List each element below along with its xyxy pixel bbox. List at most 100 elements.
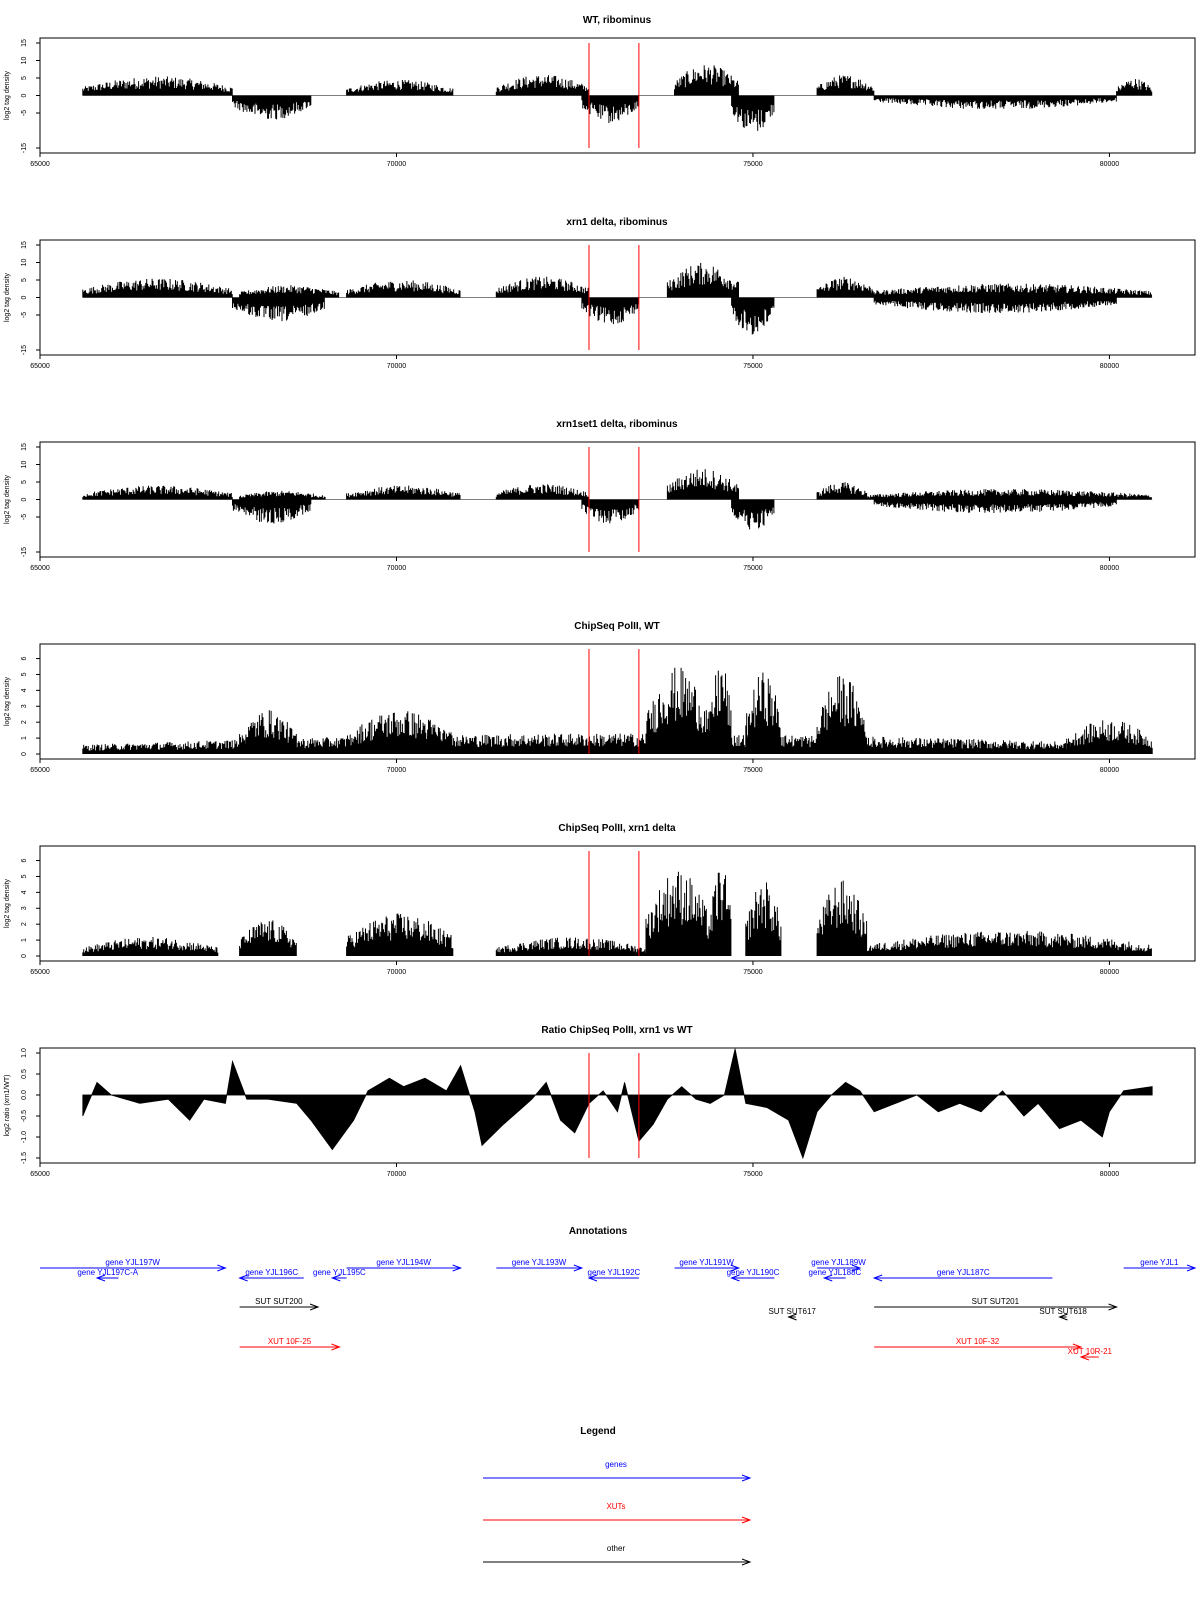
- feature-arrowhead: [872, 1274, 883, 1282]
- signal-bars: [666, 262, 739, 298]
- signal-bars: [346, 485, 461, 500]
- legend-arrowhead: [741, 1558, 752, 1566]
- feature-arrowhead: [330, 1274, 341, 1282]
- feature-arrowhead: [1072, 1343, 1083, 1351]
- signal-bars: [82, 485, 233, 500]
- signal-segment: [581, 499, 640, 524]
- y-tick-label: -15: [21, 547, 28, 557]
- signal-segment: [866, 283, 1152, 298]
- y-tick-label: -1.5: [21, 1152, 28, 1164]
- y-tick-label: 0: [21, 93, 28, 97]
- signal-segment: [495, 484, 589, 500]
- feature-label: SUT SUT201: [972, 1297, 1020, 1306]
- feature-label: gene YJL195C: [313, 1268, 366, 1277]
- annotation-feature: SUT SUT200: [239, 1297, 320, 1311]
- x-tick-label: 65000: [30, 767, 50, 774]
- signal-segment: [346, 80, 454, 96]
- y-axis-label: log2 tag density: [4, 474, 11, 524]
- feature-label: gene YJL197W: [105, 1258, 160, 1267]
- feature-label: gene YJL187C: [937, 1268, 990, 1277]
- panel-title: WT, ribominus: [583, 15, 652, 26]
- annotation-feature: gene YJL192C: [587, 1268, 641, 1282]
- y-tick-label: 10: [21, 461, 28, 469]
- signal-bars: [645, 871, 711, 956]
- y-tick-label: -5: [21, 110, 28, 116]
- y-tick-label: 0: [21, 295, 28, 299]
- legend-label: XUTs: [606, 1502, 625, 1511]
- signal-segment: [866, 489, 1152, 500]
- signal-segment: [495, 75, 589, 96]
- signal-bars: [816, 482, 868, 500]
- annotation-feature: XUT 10R-21: [1068, 1347, 1113, 1361]
- signal-bars: [581, 297, 640, 325]
- signal-segment: [82, 937, 219, 956]
- y-tick-label: 0.0: [21, 1090, 28, 1100]
- signal-segment: [816, 880, 868, 956]
- signal-segment: [709, 872, 732, 956]
- x-tick-label: 80000: [1100, 161, 1120, 168]
- signal-segment: [232, 95, 312, 120]
- track-panel: ChipSeq PolII, xrn1 delta log2 tag densit…: [4, 823, 1196, 976]
- x-tick-label: 70000: [387, 565, 407, 572]
- y-axis-label: log2 tag density: [4, 70, 11, 120]
- annotation-feature: SUT SUT618: [1039, 1307, 1087, 1321]
- signal-bars: [666, 469, 739, 500]
- y-tick-label: 2: [21, 922, 28, 926]
- signal-segment: [709, 670, 732, 754]
- signal-segment: [82, 485, 233, 500]
- annotation-feature: gene YJL1: [1123, 1258, 1197, 1272]
- y-tick-label: 15: [21, 39, 28, 47]
- x-tick-label: 80000: [1100, 767, 1120, 774]
- feature-arrowhead: [851, 1264, 862, 1272]
- y-tick-label: 15: [21, 443, 28, 451]
- feature-arrowhead: [217, 1264, 227, 1272]
- signal-segment: [873, 95, 1117, 109]
- y-axis-label: log2 tag density: [4, 272, 11, 322]
- signal-bars: [239, 490, 326, 500]
- signal-bars: [873, 499, 1117, 513]
- signal-segment: [731, 499, 775, 530]
- signal-bars: [232, 297, 325, 322]
- y-tick-label: 6: [21, 858, 28, 862]
- y-tick-label: 1.0: [21, 1048, 28, 1058]
- signal-segment: [816, 676, 868, 754]
- feature-arrowhead: [822, 1274, 833, 1282]
- panel-title: xrn1set1 delta, ribominus: [556, 419, 678, 430]
- signal-segment: [232, 297, 325, 322]
- x-tick-label: 75000: [743, 969, 763, 976]
- feature-label: SUT SUT617: [768, 1307, 816, 1316]
- signal-segment: [731, 297, 775, 335]
- x-tick-label: 75000: [743, 1171, 763, 1178]
- feature-label: gene YJL194W: [376, 1258, 431, 1267]
- annotation-feature: gene YJL197C-A: [77, 1268, 139, 1282]
- feature-label: XUT 10F-32: [956, 1337, 1000, 1346]
- signal-bars: [873, 297, 1117, 313]
- feature-label: gene YJL192C: [588, 1268, 641, 1277]
- x-tick-label: 65000: [30, 161, 50, 168]
- feature-arrowhead: [1079, 1353, 1090, 1361]
- y-tick-label: 5: [21, 672, 28, 676]
- signal-bars: [581, 95, 640, 123]
- y-tick-label: 0: [21, 752, 28, 756]
- track-panel: WT, ribominus log2 tag density -15 -5 0 5 10 15…: [4, 15, 1196, 168]
- signal-bars: [866, 489, 1152, 500]
- signal-bars: [232, 499, 312, 524]
- signal-segment: [346, 280, 461, 298]
- legend-item: XUTs: [483, 1502, 752, 1524]
- track-panel: Ratio ChipSeq PolII, xrn1 vs WT log2 rati…: [4, 1025, 1196, 1178]
- signal-bars: [873, 95, 1117, 109]
- y-tick-label: 5: [21, 874, 28, 878]
- signal-bars: [495, 484, 589, 500]
- x-tick-label: 75000: [743, 363, 763, 370]
- annotation-feature: SUT SUT617: [768, 1307, 816, 1321]
- signal-bars: [816, 276, 875, 298]
- signal-segment: [1116, 79, 1153, 96]
- y-tick-label: 5: [21, 76, 28, 80]
- signal-bars: [239, 710, 297, 754]
- y-tick-label: 0.5: [21, 1069, 28, 1079]
- signal-bars: [346, 280, 461, 298]
- signal-segment: [816, 75, 875, 96]
- feature-arrowhead: [587, 1274, 598, 1282]
- legend-item: genes: [483, 1460, 752, 1482]
- signal-bars: [816, 880, 868, 956]
